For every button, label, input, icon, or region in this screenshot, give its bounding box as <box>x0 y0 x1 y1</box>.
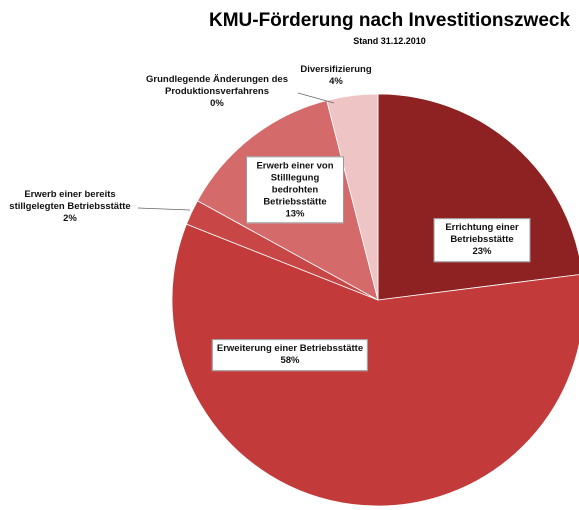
data-label: Erweiterung einer Betriebsstätte 58% <box>211 339 369 371</box>
label-name: Erwerb einer bereits stillgelegten Betri… <box>9 189 131 213</box>
chart-title: KMU-Förderung nach Investitionszweck <box>208 10 571 31</box>
label-value: 58% <box>280 355 300 366</box>
label-value: 13% <box>285 207 305 219</box>
pie-slice <box>377 93 579 301</box>
data-label: Erwerb einer bereits stillgelegten Betri… <box>0 189 140 225</box>
data-label: Errichtung einer Betriebsstätte 23% <box>433 218 531 262</box>
label-name: Diversifizierung <box>300 64 372 76</box>
data-label: Diversifizierung 4% <box>300 64 371 88</box>
leader-line <box>297 92 335 104</box>
label-name: Erweiterung einer Betriebsstätte <box>216 343 364 355</box>
label-value: 4% <box>329 76 343 87</box>
label-value: 23% <box>472 245 492 257</box>
pie-slice <box>171 223 579 507</box>
pie-slice <box>326 93 379 301</box>
label-name: Grundlegende Änderungen des Produktionsv… <box>146 74 288 98</box>
label-value: 0% <box>210 97 224 109</box>
label-name: Erwerb einer von Stilllegung bedrohten B… <box>256 160 334 207</box>
data-label: Erwerb einer von Stilllegung bedrohten B… <box>246 156 344 224</box>
leader-line <box>137 207 191 211</box>
label-name: Errichtung einer Betriebsstätte <box>445 222 519 246</box>
data-label: Grundlegende Änderungen des Produktionsv… <box>132 74 302 110</box>
chart-subtitle: Stand 31.12.2010 <box>353 36 426 46</box>
label-value: 2% <box>63 212 77 224</box>
